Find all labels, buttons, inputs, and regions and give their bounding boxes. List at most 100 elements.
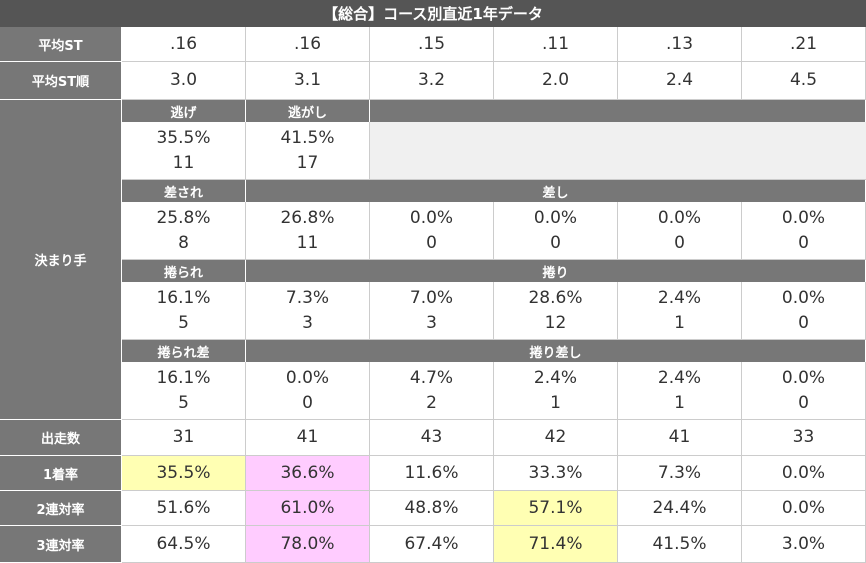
cell: 2.4 — [618, 62, 742, 100]
cell: 0.0% 0 — [494, 202, 618, 260]
cell: 67.4% — [370, 526, 494, 563]
cell-text: 0 — [674, 232, 685, 253]
cell: 2.4% 1 — [494, 362, 618, 420]
cell: 4.5 — [742, 62, 866, 100]
cell-text: 4.7% — [409, 367, 454, 388]
cell-text: 0.0% — [781, 367, 826, 388]
cell: 2.4% 1 — [618, 282, 742, 340]
cell: 11.6% — [370, 456, 494, 491]
cell: 43 — [370, 420, 494, 456]
cell: 28.6% 12 — [494, 282, 618, 340]
cell-text: 11 — [296, 232, 319, 253]
cell-text: 8 — [178, 232, 189, 253]
cell: 71.4% — [494, 526, 618, 563]
row-label: 2連対率 — [0, 491, 122, 526]
cell-text: 3 — [302, 312, 313, 333]
cell-text: 26.8% — [280, 207, 335, 228]
cell: 7.3% 3 — [246, 282, 370, 340]
cell: 57.1% — [494, 491, 618, 526]
cell: 61.0% — [246, 491, 370, 526]
cell: 41 — [618, 420, 742, 456]
cell: 2.4% 1 — [618, 362, 742, 420]
row-label: 1着率 — [0, 456, 122, 491]
cell-text: 2.4% — [657, 287, 702, 308]
cell-text: 5 — [178, 312, 189, 333]
cell-text: 16.1% — [156, 287, 211, 308]
cell: 0.0% 0 — [370, 202, 494, 260]
cell: 41 — [246, 420, 370, 456]
cell-text: 0 — [302, 392, 313, 413]
cell: 64.5% — [122, 526, 246, 563]
cell: 3.2 — [370, 62, 494, 100]
empty-cell — [494, 122, 618, 180]
cell-text: 17 — [296, 152, 319, 173]
cell: 3.0% — [742, 526, 866, 563]
cell: 16.1% 5 — [122, 362, 246, 420]
cell: 48.8% — [370, 491, 494, 526]
cell: 7.3% — [618, 456, 742, 491]
cell-text: 2.4% — [657, 367, 702, 388]
row-label: 決まり手 — [0, 100, 122, 420]
sub-header: 捲られ — [122, 260, 246, 282]
cell: 0.0% 0 — [742, 282, 866, 340]
cell: 36.6% — [246, 456, 370, 491]
cell: .15 — [370, 27, 494, 62]
cell: 35.5% — [122, 456, 246, 491]
empty-cell — [742, 122, 866, 180]
cell-text: 28.6% — [528, 287, 583, 308]
sub-header: 差され — [122, 180, 246, 202]
cell: 33 — [742, 420, 866, 456]
cell-text: 12 — [544, 312, 567, 333]
cell: 4.7% 2 — [370, 362, 494, 420]
cell-text: 2.4% — [533, 367, 578, 388]
cell: 42 — [494, 420, 618, 456]
cell: 0.0% — [742, 456, 866, 491]
cell-text: 16.1% — [156, 367, 211, 388]
cell: 0.0% 0 — [742, 202, 866, 260]
cell-text: 0.0% — [781, 287, 826, 308]
cell: .16 — [246, 27, 370, 62]
cell: 0.0% — [742, 491, 866, 526]
cell-text: 25.8% — [156, 207, 211, 228]
cell: .13 — [618, 27, 742, 62]
cell: 0.0% 0 — [246, 362, 370, 420]
cell: 78.0% — [246, 526, 370, 563]
cell-text: 3 — [426, 312, 437, 333]
cell: 41.5% — [618, 526, 742, 563]
row-label: 出走数 — [0, 420, 122, 456]
cell-text: 0 — [798, 312, 809, 333]
cell-text: 0 — [798, 392, 809, 413]
cell: 3.0 — [122, 62, 246, 100]
cell-text: 1 — [674, 392, 685, 413]
cell-text: 11 — [172, 152, 195, 173]
sub-header: 逃がし — [246, 100, 370, 122]
cell-text: 1 — [674, 312, 685, 333]
cell-text: 1 — [550, 392, 561, 413]
cell-text: 0.0% — [285, 367, 330, 388]
cell-text: 0.0% — [657, 207, 702, 228]
cell: .21 — [742, 27, 866, 62]
cell-text: 0.0% — [533, 207, 578, 228]
cell: 24.4% — [618, 491, 742, 526]
cell-text: 0 — [426, 232, 437, 253]
row-label: 平均ST — [0, 27, 122, 62]
sub-header: 捲り — [246, 260, 866, 282]
sub-header: 逃げ — [122, 100, 246, 122]
cell: 41.5% 17 — [246, 122, 370, 180]
cell: .16 — [122, 27, 246, 62]
cell: 0.0% 0 — [742, 362, 866, 420]
cell-text: 0 — [550, 232, 561, 253]
cell: 33.3% — [494, 456, 618, 491]
cell: 3.1 — [246, 62, 370, 100]
cell-text: 0.0% — [781, 207, 826, 228]
empty-cell — [618, 122, 742, 180]
cell: 16.1% 5 — [122, 282, 246, 340]
cell: 26.8% 11 — [246, 202, 370, 260]
cell-text: 5 — [178, 392, 189, 413]
cell: 0.0% 0 — [618, 202, 742, 260]
sub-header: 差し — [246, 180, 866, 202]
cell-text: 2 — [426, 392, 437, 413]
cell-text: 0.0% — [409, 207, 454, 228]
cell-text: 7.0% — [409, 287, 454, 308]
